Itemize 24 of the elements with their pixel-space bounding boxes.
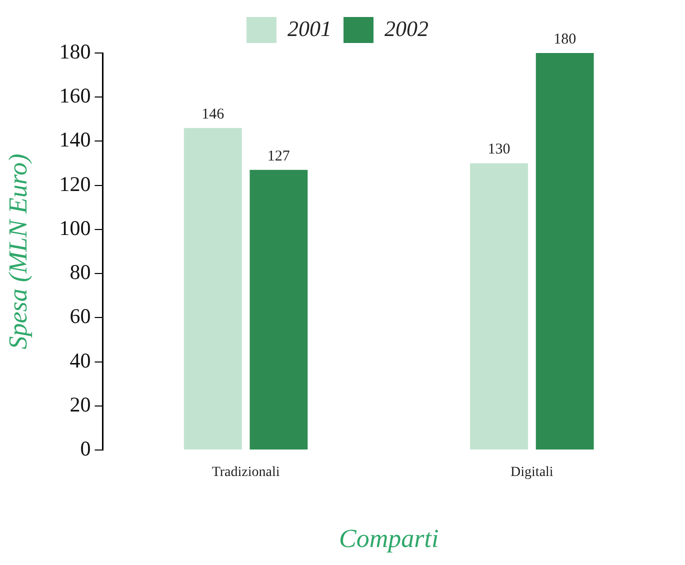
y-tick-label: 40 (70, 348, 91, 372)
y-tick-label: 180 (59, 40, 91, 64)
bar (184, 128, 242, 450)
bar (536, 53, 594, 450)
y-axis-title: Spesa (MLN Euro) (3, 154, 32, 350)
y-tick-label: 160 (59, 84, 91, 108)
y-tick-label: 60 (70, 304, 91, 328)
x-tick-label: Tradizionali (212, 465, 280, 480)
legend-label: 2002 (384, 16, 428, 41)
data-label: 146 (202, 106, 225, 122)
y-tick-label: 120 (59, 172, 91, 196)
y-tick-label: 100 (59, 216, 91, 240)
y-tick-label: 80 (70, 260, 91, 284)
y-tick-label: 140 (59, 128, 91, 152)
data-label: 180 (554, 31, 576, 48)
y-tick-label: 20 (70, 392, 91, 416)
x-axis-title: Comparti (339, 524, 439, 554)
bar (250, 170, 308, 450)
data-label: 127 (267, 148, 290, 164)
legend-label: 2001 (288, 16, 332, 41)
y-tick-label: 0 (80, 436, 91, 461)
x-tick-label: Digitali (510, 465, 554, 480)
bar (470, 163, 528, 450)
data-label: 130 (488, 142, 510, 158)
